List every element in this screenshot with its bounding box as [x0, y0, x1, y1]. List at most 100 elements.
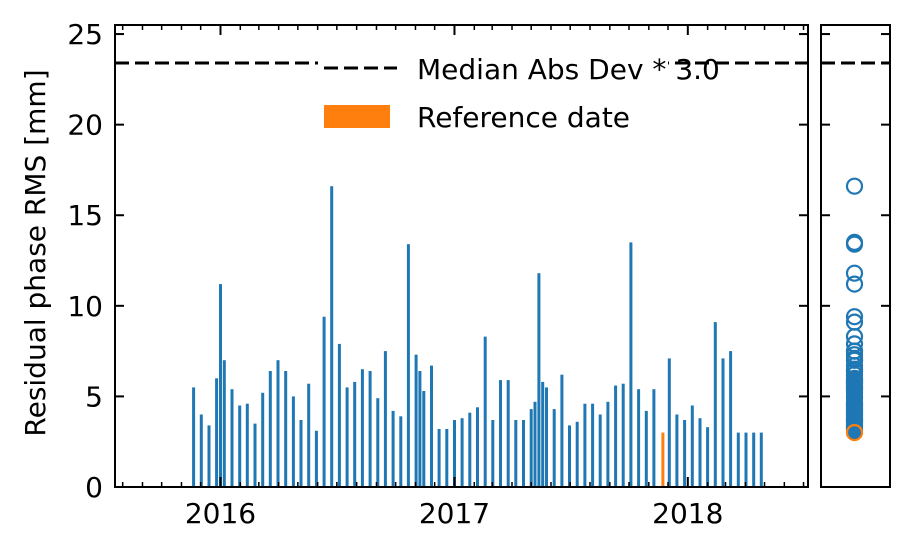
data-bar	[307, 383, 311, 487]
data-bar	[368, 371, 372, 487]
scatter-point	[845, 235, 864, 253]
data-bar	[537, 273, 541, 487]
data-bar	[353, 381, 357, 487]
x-tick-label: 2017	[419, 497, 490, 530]
data-bar	[491, 420, 495, 487]
x-tick-label: 2016	[185, 497, 256, 530]
bar-series	[192, 186, 763, 487]
data-bar	[299, 420, 303, 487]
data-bar	[706, 427, 710, 487]
data-bar	[675, 414, 679, 487]
data-bar	[383, 351, 387, 487]
x-tick-label: 2018	[652, 497, 723, 530]
data-bar	[575, 421, 579, 487]
data-bar	[529, 409, 533, 487]
data-bar	[744, 432, 748, 487]
data-bar	[330, 186, 334, 487]
data-bar	[268, 371, 272, 487]
data-bar	[560, 374, 564, 487]
data-bar	[652, 389, 656, 487]
data-bar	[736, 432, 740, 487]
data-bar	[483, 336, 487, 487]
data-bar	[476, 407, 479, 487]
data-bar	[245, 403, 249, 487]
y-tick-label: 5	[85, 380, 103, 413]
scatter-point	[845, 264, 864, 282]
data-bar	[598, 414, 602, 487]
data-bar	[422, 391, 426, 487]
data-bar	[406, 244, 410, 487]
data-bar	[253, 423, 257, 487]
data-bar	[192, 387, 196, 487]
data-bar	[522, 420, 525, 487]
data-bar	[222, 360, 226, 487]
data-bar	[468, 412, 472, 487]
data-bar	[514, 420, 518, 487]
data-bar	[284, 371, 288, 487]
data-bar	[621, 383, 625, 487]
data-bar	[752, 432, 756, 487]
data-bar	[418, 371, 422, 487]
reference-bar-group	[661, 432, 665, 487]
data-bar	[629, 242, 633, 487]
data-bar	[637, 389, 641, 487]
data-bar	[399, 416, 403, 487]
data-bar	[437, 429, 441, 487]
data-bar	[453, 420, 456, 487]
y-tick-label: 25	[67, 18, 103, 51]
data-bar	[207, 425, 211, 487]
data-bar	[391, 410, 395, 487]
scatter-point	[845, 308, 864, 326]
reference-bar	[661, 432, 665, 487]
data-bar	[360, 369, 364, 487]
data-bar	[337, 343, 341, 487]
data-bar	[445, 429, 449, 487]
main-axes-frame	[114, 24, 809, 488]
data-bar	[506, 380, 510, 487]
data-bar	[541, 381, 545, 487]
data-bar	[721, 358, 725, 487]
data-bar	[261, 392, 265, 487]
data-bar	[460, 418, 464, 487]
side-axes-frame	[820, 24, 891, 488]
y-tick-label: 0	[85, 471, 103, 504]
data-bar	[729, 351, 733, 487]
data-bar	[545, 387, 548, 487]
data-bar	[759, 432, 763, 487]
scatter-point	[845, 424, 864, 442]
legend: Median Abs Dev * 3.0 Reference date	[318, 45, 720, 141]
data-bar	[614, 385, 618, 487]
y-tick-label: 10	[67, 290, 103, 323]
data-bar	[499, 380, 502, 487]
data-bar	[698, 418, 702, 487]
data-bar	[591, 403, 595, 487]
data-bar	[552, 409, 556, 487]
data-bar	[690, 405, 694, 487]
data-bar	[606, 401, 610, 487]
data-bar	[683, 420, 687, 487]
scatter-point	[845, 177, 864, 195]
legend-reference-label: Reference date	[417, 101, 630, 134]
data-bar	[414, 354, 418, 487]
data-bar	[713, 322, 717, 487]
data-bar	[276, 360, 280, 487]
data-bar	[230, 389, 234, 487]
data-bar	[430, 365, 433, 487]
y-axis-title: Residual phase RMS [mm]	[19, 69, 52, 436]
data-bar	[376, 398, 380, 487]
legend-reference-swatch	[324, 105, 390, 128]
y-tick-label: 20	[67, 109, 103, 142]
side-scatter-points	[845, 177, 864, 442]
data-bar	[533, 401, 537, 487]
data-bar	[667, 358, 671, 487]
data-bar	[238, 405, 242, 487]
y-tick-label: 15	[67, 199, 103, 232]
data-bar	[568, 425, 571, 487]
scatter-point	[845, 275, 864, 293]
data-bar	[345, 387, 349, 487]
data-bar	[322, 316, 326, 487]
data-bar	[583, 403, 587, 487]
legend-threshold-label: Median Abs Dev * 3.0	[417, 53, 720, 86]
